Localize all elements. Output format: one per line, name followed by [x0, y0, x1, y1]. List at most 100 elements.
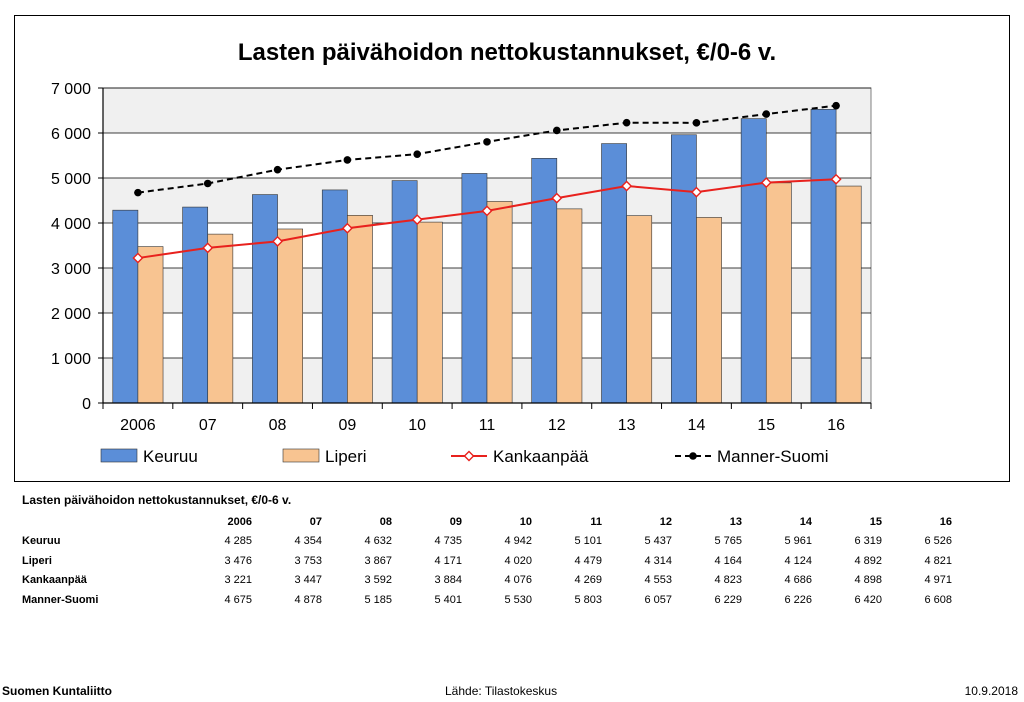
- table-cell: 4 878: [294, 593, 322, 606]
- legend-marker-kankaanp-: [463, 450, 475, 462]
- table-header-cell: 07: [309, 515, 322, 528]
- table-cell: 4 823: [714, 574, 742, 587]
- bar-liperi: [626, 215, 653, 404]
- table-cell: 6 420: [854, 593, 882, 606]
- table-cell: 3 221: [224, 574, 252, 587]
- table-corner-cell: [18, 512, 182, 532]
- table-cell: 4 020: [504, 554, 532, 567]
- bar-keuruu: [531, 158, 558, 404]
- table-cell: 4 821: [924, 554, 952, 567]
- chart-svg: Lasten päivähoidon nettokustannukset, €/…: [51, 39, 872, 466]
- table-row-label: Kankaanpää: [22, 574, 87, 587]
- legend-label-liperi: Liperi: [325, 447, 367, 466]
- table-cell: 3 867: [364, 554, 392, 567]
- y-tick-label: 7 000: [51, 81, 91, 98]
- table-cell: 5 101: [574, 535, 602, 548]
- table-header-cell: 14: [799, 515, 812, 528]
- table-cell: 5 530: [504, 593, 532, 606]
- table-cell: 5 437: [644, 535, 672, 548]
- table-cell: 4 971: [924, 574, 952, 587]
- table-cell: 6 226: [784, 593, 812, 606]
- legend-label-manner-suomi: Manner-Suomi: [717, 447, 829, 466]
- table-cell: 4 479: [574, 554, 602, 567]
- bar-keuruu: [740, 118, 767, 404]
- table-cell: 6 057: [644, 593, 672, 606]
- y-tick-label: 4 000: [51, 216, 91, 233]
- bar-liperi: [347, 215, 373, 404]
- point-manner-suomi: [832, 101, 840, 110]
- x-tick-label: 15: [757, 417, 775, 434]
- bar-keuruu: [112, 209, 139, 404]
- bar-liperi: [486, 201, 513, 404]
- table-row: Liperi 3 476 3 753 3 867 4 171 4 020 4 479 4 31…: [18, 551, 952, 571]
- point-kankaanp-: [690, 186, 702, 198]
- table-cell: 4 632: [364, 535, 392, 548]
- bar-liperi: [207, 233, 234, 404]
- bar-keuruu: [601, 143, 627, 404]
- footer-date: 10.9.2018: [964, 684, 1018, 698]
- point-manner-suomi: [553, 126, 561, 135]
- x-tick-label: 13: [618, 417, 636, 434]
- footer-organization: Suomen Kuntaliitto: [2, 684, 112, 698]
- x-tick-label: 2006: [120, 417, 156, 434]
- table-cell: 3 753: [294, 554, 322, 567]
- table-header-cell: 08: [379, 515, 392, 528]
- table-cell: 4 898: [854, 574, 882, 587]
- table-header-cell: 09: [449, 515, 462, 528]
- table-title: Lasten päivähoidon nettokustannukset, €/…: [22, 493, 292, 507]
- table-cell: 4 164: [714, 554, 742, 567]
- x-tick-label: 07: [199, 417, 217, 434]
- table-cell: 6 229: [714, 593, 742, 606]
- table-row-label: Liperi: [22, 554, 52, 567]
- bar-liperi: [765, 182, 792, 404]
- table-cell: 4 285: [224, 535, 252, 548]
- table-header-cell: 12: [659, 515, 672, 528]
- table-cell: 4 269: [574, 574, 602, 587]
- table-cell: 4 171: [434, 554, 462, 567]
- point-manner-suomi: [692, 119, 701, 127]
- point-manner-suomi: [413, 150, 421, 158]
- table-cell: 5 765: [714, 535, 742, 548]
- point-kankaanp-: [132, 252, 144, 264]
- table-cell: 6 526: [924, 535, 952, 548]
- y-tick-label: 6 000: [51, 126, 91, 143]
- x-tick-label: 11: [479, 417, 496, 434]
- x-tick-label: 10: [408, 417, 426, 434]
- y-tick-label: 2 000: [51, 306, 91, 323]
- x-tick-label: 16: [827, 417, 845, 434]
- point-kankaanp-: [621, 180, 633, 192]
- point-manner-suomi: [762, 110, 771, 118]
- bar-keuruu: [391, 180, 418, 404]
- table-row: Kankaanpää 3 221 3 447 3 592 3 884 4 076 4 269…: [18, 571, 952, 591]
- bar-keuruu: [182, 206, 209, 404]
- point-kankaanp-: [760, 177, 772, 189]
- table-cell: 4 076: [504, 574, 532, 587]
- legend-label-kankaanp-: Kankaanpää: [493, 447, 589, 466]
- data-table: 2006 07 08 09 10 11 12 13 14 15 16 Keuruu 4 285 4 354…: [18, 512, 952, 610]
- table-header-cell: 2006: [227, 515, 252, 528]
- y-tick-label: 5 000: [51, 171, 91, 188]
- point-kankaanp-: [202, 242, 214, 254]
- bar-liperi: [696, 217, 722, 404]
- point-manner-suomi: [483, 138, 491, 146]
- table-header-cell: 13: [729, 515, 742, 528]
- table-header-row: 2006 07 08 09 10 11 12 13 14 15 16: [18, 512, 952, 532]
- point-kankaanp-: [341, 222, 353, 234]
- point-kankaanp-: [411, 214, 423, 226]
- table-cell: 5 803: [574, 593, 602, 606]
- table-cell: 4 686: [784, 574, 812, 587]
- point-kankaanp-: [481, 205, 493, 217]
- table-row: Keuruu 4 285 4 354 4 632 4 735 4 942 5 101 5 43…: [18, 532, 952, 552]
- table-cell: 5 185: [364, 593, 392, 606]
- bar-liperi: [416, 221, 443, 404]
- bar-keuruu: [810, 109, 837, 404]
- chart-title: Lasten päivähoidon nettokustannukset, €/…: [238, 39, 776, 66]
- x-tick-label: 14: [688, 417, 706, 434]
- table-cell: 4 892: [854, 554, 882, 567]
- point-manner-suomi: [203, 179, 212, 188]
- legend-marker-manner-suomi: [689, 452, 697, 460]
- footer-source: Lähde: Tilastokeskus: [445, 684, 558, 698]
- point-kankaanp-: [272, 235, 284, 247]
- table-cell: 3 476: [224, 554, 252, 567]
- table-cell: 4 314: [644, 554, 672, 567]
